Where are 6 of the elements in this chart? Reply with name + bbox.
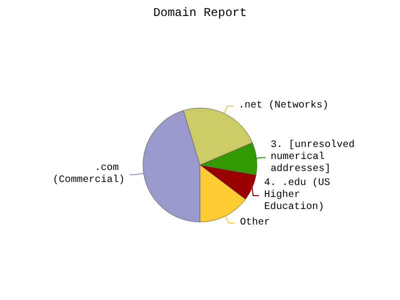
slice-label: .net (Networks)	[238, 100, 329, 112]
slice-label: .com (Commercial)	[52, 163, 125, 186]
slice-label: 4. .edu (US Higher Education)	[264, 177, 336, 214]
slice-label: Other	[240, 216, 270, 229]
chart-title: Domain Report	[153, 6, 247, 20]
slice-label: 3. [unresolved numerical addresses]	[270, 139, 361, 176]
